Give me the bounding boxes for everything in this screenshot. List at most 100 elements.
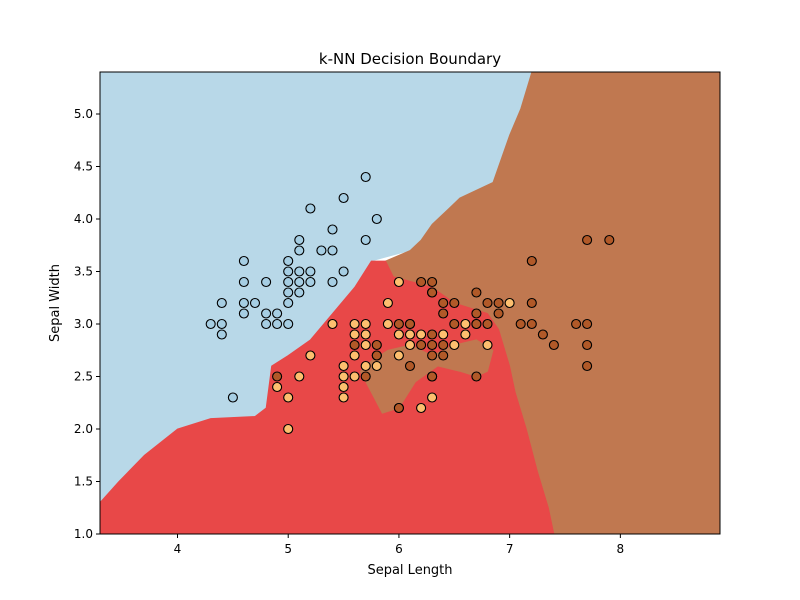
data-point-class-2	[582, 318, 593, 330]
data-point-class-1	[349, 318, 360, 330]
data-point-class-0	[227, 392, 238, 403]
x-tick-label: 4	[174, 542, 182, 556]
data-point-class-2	[416, 276, 427, 288]
data-point-class-0	[338, 192, 349, 204]
x-axis-label: Sepal Length	[367, 563, 452, 578]
scatter-points	[205, 171, 615, 435]
data-point-class-1	[305, 350, 316, 361]
decision-regions	[100, 72, 720, 534]
data-point-class-0	[305, 203, 316, 214]
data-point-class-1	[416, 402, 427, 414]
plot-area	[100, 72, 720, 534]
data-point-class-1	[338, 371, 349, 382]
data-point-class-1	[438, 329, 449, 340]
data-point-class-2	[526, 297, 537, 309]
data-point-class-1	[449, 339, 460, 351]
data-point-class-1	[349, 371, 360, 382]
data-point-class-0	[294, 245, 305, 256]
data-point-class-0	[294, 287, 305, 298]
y-tick-label: 1.5	[74, 475, 93, 489]
data-point-class-0	[360, 234, 371, 246]
data-point-class-2	[427, 276, 438, 288]
data-point-class-0	[283, 318, 294, 330]
data-point-class-2	[438, 308, 449, 319]
data-point-class-1	[338, 392, 349, 403]
data-point-class-1	[460, 318, 471, 330]
data-point-class-2	[471, 371, 482, 382]
data-point-class-0	[338, 266, 349, 277]
data-point-class-2	[537, 329, 548, 340]
data-point-class-2	[404, 318, 416, 330]
data-point-class-0	[371, 213, 382, 225]
data-point-class-2	[471, 308, 482, 319]
data-point-class-2	[526, 318, 537, 330]
data-point-class-0	[327, 245, 338, 256]
data-point-class-1	[460, 329, 471, 340]
data-point-class-0	[261, 318, 272, 330]
data-point-class-0	[272, 318, 283, 330]
data-point-class-2	[449, 297, 460, 309]
decision-region-class-2-island	[359, 339, 494, 414]
data-point-class-1	[382, 318, 393, 330]
data-point-class-2	[272, 371, 283, 382]
data-point-class-2	[493, 308, 504, 319]
data-point-class-2	[526, 255, 537, 267]
data-point-class-0	[327, 224, 338, 235]
y-tick-label: 4.0	[74, 212, 93, 226]
data-point-class-2	[438, 350, 449, 361]
data-point-class-0	[283, 255, 294, 267]
data-point-class-1	[349, 329, 360, 340]
data-point-class-2	[582, 339, 593, 351]
data-point-class-1	[504, 297, 515, 309]
data-point-class-0	[216, 329, 227, 340]
data-point-class-1	[482, 339, 493, 351]
data-point-class-2	[371, 339, 382, 351]
data-point-class-2	[471, 287, 482, 298]
data-point-class-2	[393, 402, 404, 414]
data-point-class-0	[316, 245, 327, 256]
data-point-class-0	[327, 276, 338, 288]
data-point-class-0	[272, 308, 283, 319]
data-point-class-0	[261, 276, 272, 288]
data-point-class-2	[371, 350, 382, 361]
data-point-class-1	[393, 329, 404, 340]
data-point-class-2	[515, 318, 526, 330]
data-point-class-2	[427, 350, 438, 361]
data-point-class-0	[238, 255, 249, 267]
y-tick-label: 3.5	[74, 265, 93, 279]
data-point-class-2	[482, 297, 493, 309]
data-point-class-2	[438, 339, 449, 351]
data-point-class-1	[338, 381, 349, 393]
data-point-class-1	[327, 318, 338, 330]
data-point-class-1	[349, 350, 360, 361]
data-point-class-0	[238, 276, 249, 288]
data-point-class-0	[283, 276, 294, 288]
y-tick-label: 4.5	[74, 160, 93, 174]
data-point-class-0	[294, 266, 305, 277]
data-point-class-1	[360, 318, 371, 330]
y-tick-label: 2.0	[74, 422, 93, 436]
data-point-class-1	[360, 339, 371, 351]
data-point-class-2	[404, 360, 416, 372]
data-point-class-0	[249, 297, 261, 309]
data-point-class-1	[393, 276, 404, 288]
data-point-class-1	[404, 339, 416, 351]
data-point-class-0	[261, 308, 272, 319]
data-point-class-2	[360, 371, 371, 382]
data-point-class-2	[427, 339, 438, 351]
data-point-class-0	[216, 318, 227, 330]
data-point-class-2	[471, 318, 482, 330]
data-point-class-2	[604, 234, 615, 246]
data-point-class-0	[238, 297, 249, 309]
data-point-class-0	[205, 318, 216, 330]
data-point-class-2	[493, 297, 504, 309]
decision-region-class-1	[100, 260, 555, 534]
data-point-class-2	[427, 371, 438, 382]
y-axis-ticks: 1.0 1.5 2.0 2.5 3.0 3.5 4.0 4.5 5.0	[74, 107, 100, 541]
y-axis-label: Sepal Width	[48, 264, 63, 342]
data-point-class-2	[427, 287, 438, 298]
data-point-class-1	[360, 329, 371, 340]
data-point-class-0	[305, 276, 316, 288]
x-tick-label: 6	[395, 542, 403, 556]
data-point-class-2	[449, 318, 460, 330]
